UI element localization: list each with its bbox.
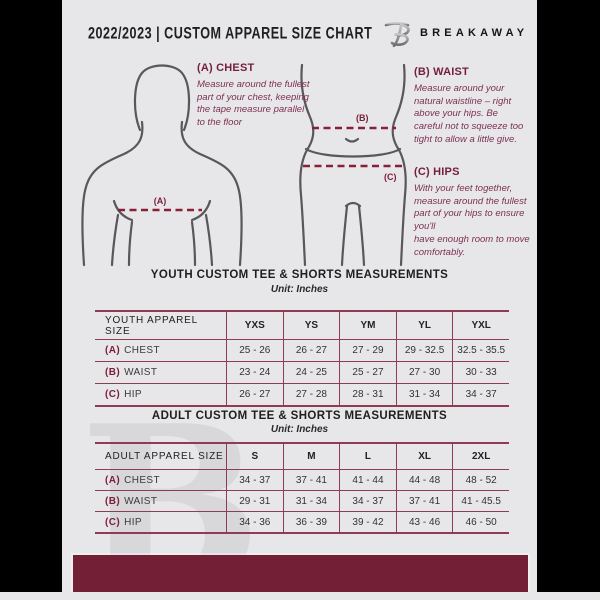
adult-size-table: ADULT APPAREL SIZE S M L XL 2XL (A) CHEST…	[95, 442, 509, 534]
row-label: WAIST	[124, 367, 158, 378]
size-cell: 26 - 27	[226, 384, 283, 405]
brand-name: BREAKAWAY	[420, 27, 529, 39]
measurement-diagram: (A) (B) (C)	[81, 63, 407, 267]
size-cell: 32.5 - 35.5	[452, 340, 509, 361]
size-cell: 37 - 41	[282, 470, 340, 490]
size-cell: 29 - 31	[226, 491, 283, 511]
size-cell: 46 - 50	[452, 512, 509, 532]
row-label-cell: (C) HIP	[95, 384, 226, 405]
size-cell: 27 - 28	[282, 384, 340, 405]
row-key: (A)	[105, 474, 121, 486]
breakaway-monogram-icon	[384, 22, 410, 47]
waist-marker-label: (B)	[356, 113, 369, 123]
hips-instruction-heading: (C) HIPS	[414, 166, 460, 178]
table-header-cell: YS	[282, 312, 340, 339]
table-header-cell: YXS	[226, 312, 283, 339]
size-cell: 36 - 39	[282, 512, 340, 532]
row-label: HIP	[124, 516, 142, 528]
torso-figure-illustration	[81, 64, 243, 267]
row-label-cell: (B) WAIST	[95, 491, 226, 511]
row-label: CHEST	[124, 345, 160, 356]
table-header-cell: YM	[339, 312, 396, 339]
table-header-cell: YXL	[452, 312, 509, 339]
right-black-pillar	[537, 0, 600, 592]
row-label: WAIST	[124, 495, 158, 507]
table-header-row: ADULT APPAREL SIZE S M L XL 2XL	[95, 444, 509, 470]
size-cell: 34 - 36	[226, 512, 283, 532]
youth-table-title: YOUTH CUSTOM TEE & SHORTS MEASUREMENTS	[150, 269, 449, 281]
size-cell: 44 - 48	[395, 470, 453, 490]
size-cell: 25 - 27	[339, 362, 396, 383]
size-cell: 23 - 24	[226, 362, 283, 383]
size-cell: 29 - 32.5	[395, 340, 453, 361]
table-row: (A) CHEST 34 - 37 37 - 41 41 - 44 44 - 48…	[95, 470, 509, 491]
table-header-cell: ADULT APPAREL SIZE	[105, 451, 224, 462]
row-key: (B)	[105, 495, 121, 507]
size-cell: 34 - 37	[339, 491, 396, 511]
lower-body-figure-illustration	[299, 63, 407, 267]
table-row: (C) HIP 34 - 36 36 - 39 39 - 42 43 - 46 4…	[95, 512, 509, 532]
page-title: 2022/2023 | CUSTOM APPAREL SIZE CHART	[88, 24, 373, 44]
size-cell: 27 - 30	[395, 362, 453, 383]
table-header-cell: M	[282, 444, 340, 469]
size-cell: 43 - 46	[395, 512, 453, 532]
size-cell: 37 - 41	[395, 491, 453, 511]
size-cell: 31 - 34	[395, 384, 453, 405]
chest-instruction-text: Measure around the fullest part of your …	[197, 79, 310, 129]
size-cell: 41 - 45.5	[452, 491, 509, 511]
table-header-row: YOUTH APPAREL SIZE YXS YS YM YL YXL	[95, 312, 509, 340]
chest-instruction-heading: (A) CHEST	[197, 62, 255, 74]
adult-table-unit: Unit: Inches	[270, 424, 329, 435]
adult-table-title: ADULT CUSTOM TEE & SHORTS MEASUREMENTS	[151, 410, 448, 422]
table-header-cell: XL	[395, 444, 453, 469]
row-label-cell: (C) HIP	[95, 512, 226, 532]
table-row: (A) CHEST 25 - 26 26 - 27 27 - 29 29 - 32…	[95, 340, 509, 362]
footer-accent-bar	[73, 555, 528, 592]
hip-marker-label: (C)	[384, 172, 397, 182]
size-cell: 34 - 37	[226, 470, 283, 490]
table-header-cell: L	[339, 444, 396, 469]
size-cell: 41 - 44	[339, 470, 396, 490]
row-label-cell: (B) WAIST	[95, 362, 226, 383]
size-cell: 27 - 29	[339, 340, 396, 361]
row-key: (B)	[105, 367, 121, 378]
youth-size-table: YOUTH APPAREL SIZE YXS YS YM YL YXL (A) C…	[95, 310, 509, 407]
row-key: (C)	[105, 516, 121, 528]
hips-instruction-text: With your feet together, measure around …	[414, 183, 530, 258]
table-row: (B) WAIST 29 - 31 31 - 34 34 - 37 37 - 41…	[95, 491, 509, 512]
table-header-cell: 2XL	[452, 444, 509, 469]
waist-instruction-heading: (B) WAIST	[414, 66, 469, 78]
table-header-cell: S	[226, 444, 283, 469]
size-chart-card: 2022/2023 | CUSTOM APPAREL SIZE CHART BR…	[62, 0, 537, 592]
left-black-pillar	[0, 0, 62, 592]
chest-marker-label: (A)	[154, 196, 167, 206]
youth-table-unit: Unit: Inches	[270, 284, 329, 295]
row-label: HIP	[124, 389, 142, 400]
table-row: (C) HIP 26 - 27 27 - 28 28 - 31 31 - 34 3…	[95, 384, 509, 405]
row-label-cell: (A) CHEST	[95, 340, 226, 361]
row-label: CHEST	[124, 474, 160, 486]
size-cell: 34 - 37	[452, 384, 509, 405]
row-key: (C)	[105, 389, 121, 400]
size-cell: 26 - 27	[282, 340, 340, 361]
size-cell: 30 - 33	[452, 362, 509, 383]
row-key: (A)	[105, 345, 121, 356]
size-cell: 48 - 52	[452, 470, 509, 490]
size-cell: 39 - 42	[339, 512, 396, 532]
size-cell: 28 - 31	[339, 384, 396, 405]
table-header-cell: YOUTH APPAREL SIZE	[105, 314, 198, 337]
size-cell: 31 - 34	[282, 491, 340, 511]
table-header-cell: YL	[395, 312, 453, 339]
waist-instruction-text: Measure around your natural waistline – …	[414, 83, 524, 145]
row-label-cell: (A) CHEST	[95, 470, 226, 490]
size-cell: 24 - 25	[282, 362, 340, 383]
size-cell: 25 - 26	[226, 340, 283, 361]
table-row: (B) WAIST 23 - 24 24 - 25 25 - 27 27 - 30…	[95, 362, 509, 384]
